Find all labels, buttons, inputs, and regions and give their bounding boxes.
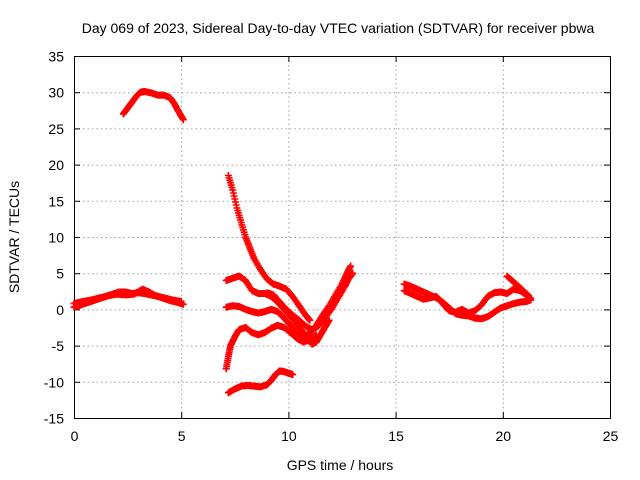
y-axis-title: SDTVAR / TECUs	[6, 181, 22, 293]
x-tick-label: 15	[388, 428, 404, 444]
y-tick-label: 0	[56, 302, 64, 318]
data-point	[179, 116, 187, 124]
x-tick-label: 0	[71, 428, 79, 444]
y-tick-label: 20	[48, 157, 64, 173]
plot-frame	[74, 56, 611, 419]
data-point	[325, 316, 333, 324]
series-arc-b	[70, 285, 185, 308]
axis-ticks	[74, 56, 611, 419]
series-arc-f	[222, 321, 320, 373]
y-tick-label: -15	[44, 411, 64, 427]
data-marks	[70, 88, 535, 397]
x-tick-label: 20	[496, 428, 512, 444]
y-tick-label: 15	[48, 193, 64, 209]
data-point	[349, 269, 357, 277]
data-point	[177, 297, 185, 305]
y-tick-label: 25	[48, 121, 64, 137]
data-point	[312, 331, 320, 339]
data-point	[289, 371, 297, 379]
y-tick-label: 5	[56, 266, 64, 282]
series-arc-l	[503, 272, 532, 300]
x-axis-title: GPS time / hours	[287, 457, 394, 473]
series-arc-i	[224, 367, 297, 397]
x-tick-label: 5	[178, 428, 186, 444]
y-tick-label: 10	[48, 230, 64, 246]
data-point	[306, 316, 314, 324]
data-point	[525, 292, 532, 300]
series-arc-d	[224, 172, 314, 324]
data-point	[347, 262, 355, 270]
y-tick-label: 30	[48, 85, 64, 101]
x-tick-label: 25	[603, 428, 619, 444]
y-tick-labels: -15 -10 -5 0 5 10 15 20 25 30 35	[44, 49, 64, 427]
series-arc-c	[119, 88, 187, 124]
y-tick-label: -10	[44, 374, 64, 390]
y-tick-label: 35	[48, 49, 64, 65]
series-arc-h	[263, 269, 357, 334]
y-tick-label: -5	[52, 338, 65, 354]
data-point	[311, 332, 319, 340]
chart-title: Day 069 of 2023, Sidereal Day-to-day VTE…	[82, 20, 595, 36]
x-tick-labels: 0 5 10 15 20 25	[71, 428, 619, 444]
x-tick-label: 10	[281, 428, 297, 444]
grid	[74, 56, 610, 418]
